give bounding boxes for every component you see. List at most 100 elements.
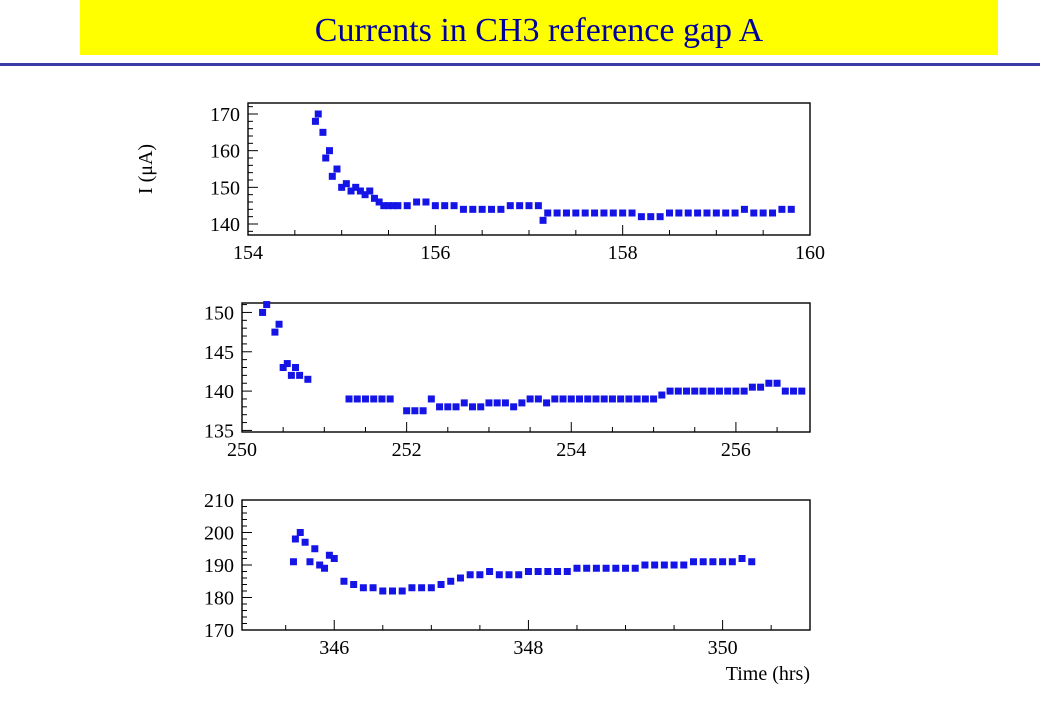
data-point (316, 561, 324, 569)
data-point (345, 395, 353, 403)
data-point (748, 558, 756, 566)
data-point (478, 205, 486, 213)
x-tick-label: 154 (233, 242, 263, 264)
data-point (691, 387, 699, 395)
data-point (356, 187, 364, 195)
data-point (296, 371, 304, 379)
data-point (707, 387, 715, 395)
data-point (408, 584, 416, 592)
data-point (674, 387, 682, 395)
data-point (731, 209, 739, 217)
y-tick-label: 140 (204, 381, 234, 403)
data-point (370, 194, 378, 202)
data-point (781, 387, 789, 395)
data-point (422, 198, 430, 206)
data-point (413, 198, 421, 206)
data-point (719, 558, 727, 566)
data-point (283, 360, 291, 368)
data-point (656, 213, 664, 221)
data-point (394, 202, 402, 210)
data-point (699, 387, 707, 395)
data-point (628, 209, 636, 217)
data-point (275, 320, 283, 328)
data-point (304, 375, 312, 383)
data-point (386, 395, 394, 403)
data-point (683, 387, 691, 395)
data-point (353, 395, 361, 403)
data-point (485, 399, 493, 407)
data-point (576, 395, 584, 403)
data-point (715, 387, 723, 395)
data-point (544, 209, 552, 217)
data-point (650, 395, 658, 403)
data-point (388, 587, 396, 595)
data-point (539, 216, 547, 224)
data-point (709, 558, 717, 566)
data-point (703, 209, 711, 217)
data-point (378, 395, 386, 403)
data-point (562, 209, 570, 217)
data-point (506, 202, 514, 210)
data-point (778, 205, 786, 213)
data-point (684, 209, 692, 217)
data-point (328, 172, 336, 180)
data-point (311, 545, 319, 553)
data-point (651, 561, 659, 569)
chart-top: 154 156 158 160 140 150 160 170 I (μA) (135, 102, 825, 264)
data-point (732, 387, 740, 395)
data-point (501, 399, 509, 407)
chart-bottom: 346 348 350 170 180 190 200 210 Time (hrs) (204, 490, 811, 685)
data-point (427, 395, 435, 403)
data-point (469, 205, 477, 213)
title-banner: Currents in CH3 reference gap A (80, 0, 998, 55)
data-point (319, 128, 327, 136)
data-point (370, 395, 378, 403)
data-point (516, 202, 524, 210)
data-point (497, 205, 505, 213)
data-point (314, 110, 322, 118)
data-point (637, 213, 645, 221)
data-point (488, 205, 496, 213)
data-point (403, 407, 411, 415)
data-point (619, 209, 627, 217)
data-point (301, 538, 309, 546)
data-point (694, 209, 702, 217)
data-point (534, 568, 542, 575)
x-tick-label: 254 (556, 439, 586, 461)
data-point (581, 209, 589, 217)
data-point (600, 395, 608, 403)
data-point (543, 399, 551, 407)
data-point (740, 205, 748, 213)
data-point (444, 403, 452, 411)
data-point (670, 561, 678, 569)
data-point (738, 555, 746, 562)
data-point (403, 202, 411, 210)
data-point (553, 209, 561, 217)
x-tick-label: 156 (420, 242, 450, 264)
data-point (608, 395, 616, 403)
data-point (427, 584, 435, 592)
data-point (493, 399, 501, 407)
data-point (292, 364, 300, 371)
data-point (526, 395, 534, 403)
y-tick-label: 150 (210, 177, 240, 199)
data-point (515, 571, 523, 579)
data-point (418, 584, 426, 592)
data-point (342, 180, 350, 188)
data-point (728, 558, 736, 566)
plot-frame (241, 302, 811, 433)
data-point (633, 395, 641, 403)
data-point (437, 581, 445, 588)
y-tick-label: 170 (204, 620, 234, 642)
data-point (456, 574, 464, 582)
data-point (551, 395, 559, 403)
data-point (675, 209, 683, 217)
data-point (486, 568, 494, 575)
data-point (441, 202, 449, 210)
x-tick-label: 348 (513, 637, 543, 659)
data-point (757, 383, 765, 391)
data-point (359, 584, 367, 592)
data-point (622, 564, 630, 572)
x-tick-label: 346 (319, 637, 349, 659)
chart-middle: 250 252 254 256 135 140 145 150 (204, 301, 811, 461)
